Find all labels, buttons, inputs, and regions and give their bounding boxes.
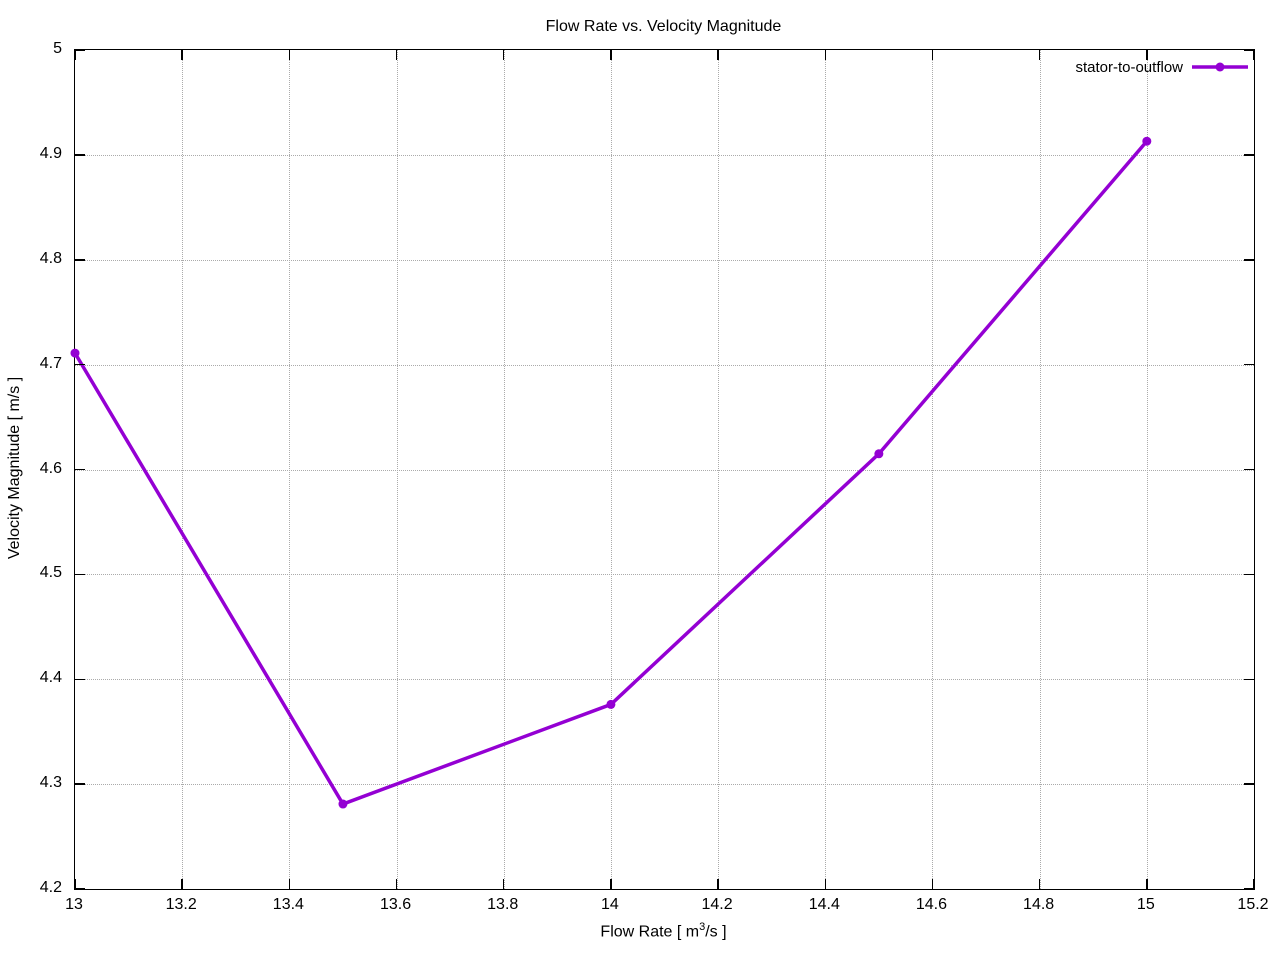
x-tick-label: 14.2 (701, 896, 733, 913)
data-point-marker (606, 699, 616, 709)
y-tick-label: 4.5 (39, 564, 62, 582)
x-tick-label: 14.4 (808, 896, 840, 913)
y-tick-label: 4.6 (39, 459, 62, 477)
plot-area: stator-to-outflow (70, 49, 1255, 890)
chart-title: Flow Rate vs. Velocity Magnitude (545, 18, 782, 35)
x-tick-label: 13 (65, 896, 83, 913)
data-point-marker (338, 799, 348, 809)
x-tick-label: 15 (1136, 896, 1155, 913)
x-tick-label: 15.2 (1237, 896, 1269, 913)
y-axis-label: Velocity Magnitude [ m/s ] (6, 376, 23, 560)
y-tick-label: 4.8 (39, 249, 62, 267)
y-tick-label: 5 (53, 40, 62, 57)
x-axis-label-text: Flow Rate [ m (600, 923, 700, 941)
y-tick-label: 4.2 (39, 879, 62, 896)
legend-label: stator-to-outflow (1075, 58, 1183, 76)
x-tick-label: 14 (601, 896, 619, 913)
y-tick-label: 4.4 (39, 669, 62, 687)
x-tick-label: 14.6 (915, 896, 948, 913)
y-tick-label: 4.7 (39, 354, 62, 372)
data-point-marker (874, 449, 884, 459)
legend: stator-to-outflow (1075, 58, 1248, 76)
data-point-marker (70, 348, 80, 358)
data-point-marker (1142, 136, 1152, 146)
x-tick-label: 13.6 (379, 896, 412, 913)
y-tick-label: 4.3 (39, 774, 62, 792)
x-tick-label: 13.2 (165, 896, 197, 913)
data-series-line (70, 136, 1152, 809)
y-tick-label: 4.9 (39, 144, 62, 162)
x-axis-label-unit: /s ] (705, 923, 727, 941)
x-tick-label: 13.8 (487, 896, 519, 913)
x-tick-label: 13.4 (272, 896, 304, 913)
legend-line-sample-icon (1192, 62, 1248, 72)
x-tick-label: 14.8 (1023, 896, 1055, 913)
x-axis-label: Flow Rate [ m3/s ] (74, 921, 1253, 941)
x-axis-label-superscript: 3 (699, 921, 706, 933)
